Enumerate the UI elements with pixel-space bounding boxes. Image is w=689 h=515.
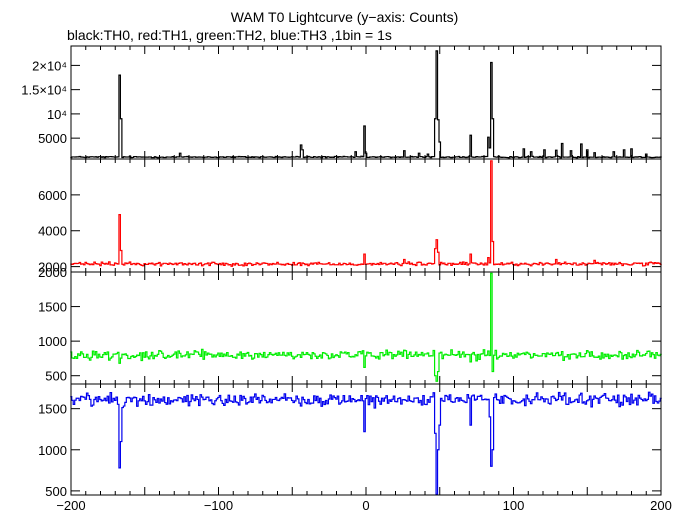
y-tick-label: 1000 [38, 334, 67, 349]
panel-frame-th2 [70, 271, 662, 385]
chart-subtitle: black:TH0, red:TH1, green:TH2, blue:TH3 … [67, 27, 392, 43]
y-tick-label: 2000 [38, 265, 67, 280]
x-tick-label: 100 [503, 498, 525, 513]
x-tick-label: −100 [204, 498, 233, 513]
y-tick-label: 1500 [38, 402, 67, 417]
y-tick-label: 6000 [38, 188, 67, 203]
y-tick-label: 1500 [38, 300, 67, 315]
panel-frame-th3 [70, 383, 662, 496]
y-tick-label: 10⁴ [47, 107, 67, 122]
y-tick-label: 500 [45, 484, 67, 499]
y-tick-label: 1.5×10⁴ [21, 83, 67, 98]
y-tick-label: 1000 [38, 443, 67, 458]
y-tick-label: 2×10⁴ [32, 58, 67, 73]
panel-frame-th1 [70, 158, 662, 273]
x-tick-label: −200 [56, 498, 85, 513]
y-tick-label: 4000 [38, 224, 67, 239]
series-line-th0 [70, 50, 662, 159]
series-line-th3 [70, 391, 662, 495]
series-line-th1 [70, 160, 662, 267]
y-tick-label: 500 [45, 369, 67, 384]
chart-title: WAM T0 Lightcurve (y−axis: Counts) [230, 9, 459, 25]
panel-frame-th0 [70, 45, 662, 160]
series-line-th2 [70, 272, 662, 382]
x-tick-label: 200 [650, 498, 672, 513]
y-tick-label: 2000 [38, 260, 67, 275]
x-tick-label: 0 [362, 498, 369, 513]
y-tick-label: 5000 [38, 131, 67, 146]
